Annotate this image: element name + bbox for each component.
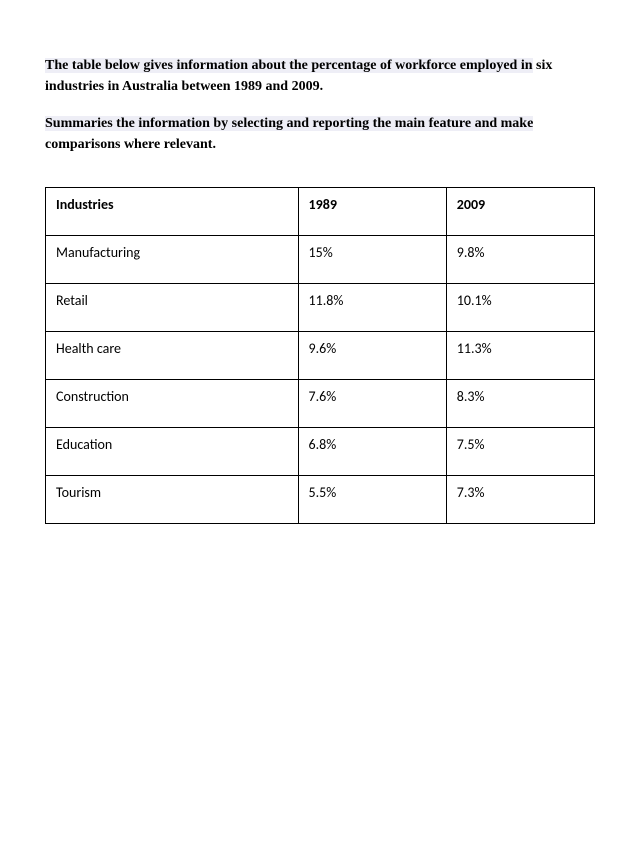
cell-1989: 7.6% [298, 380, 446, 428]
cell-2009: 11.3% [446, 332, 594, 380]
table-row: Tourism 5.5% 7.3% [46, 476, 595, 524]
prompt-line-highlighted-2: Summaries the information by selecting a… [45, 116, 533, 131]
cell-industry: Retail [46, 284, 299, 332]
table-row: Health care 9.6% 11.3% [46, 332, 595, 380]
cell-2009: 8.3% [446, 380, 594, 428]
cell-2009: 9.8% [446, 236, 594, 284]
cell-2009: 7.3% [446, 476, 594, 524]
cell-2009: 10.1% [446, 284, 594, 332]
cell-2009: 7.5% [446, 428, 594, 476]
workforce-table: Industries 1989 2009 Manufacturing 15% 9… [45, 187, 595, 524]
prompt-paragraph-1: The table below gives information about … [45, 55, 595, 97]
cell-industry: Manufacturing [46, 236, 299, 284]
prompt-paragraph-2: Summaries the information by selecting a… [45, 113, 595, 155]
col-header-1989: 1989 [298, 188, 446, 236]
table-row: Education 6.8% 7.5% [46, 428, 595, 476]
cell-industry: Education [46, 428, 299, 476]
table-row: Retail 11.8% 10.1% [46, 284, 595, 332]
cell-1989: 6.8% [298, 428, 446, 476]
cell-industry: Health care [46, 332, 299, 380]
cell-industry: Tourism [46, 476, 299, 524]
cell-1989: 15% [298, 236, 446, 284]
table-header-row: Industries 1989 2009 [46, 188, 595, 236]
table-row: Construction 7.6% 8.3% [46, 380, 595, 428]
table-row: Manufacturing 15% 9.8% [46, 236, 595, 284]
cell-1989: 9.6% [298, 332, 446, 380]
prompt-line-highlighted-1: The table below gives information about … [45, 58, 533, 73]
col-header-2009: 2009 [446, 188, 594, 236]
prompt-line-rest-2: comparisons where relevant. [45, 137, 216, 152]
cell-1989: 5.5% [298, 476, 446, 524]
col-header-industries: Industries [46, 188, 299, 236]
cell-industry: Construction [46, 380, 299, 428]
cell-1989: 11.8% [298, 284, 446, 332]
